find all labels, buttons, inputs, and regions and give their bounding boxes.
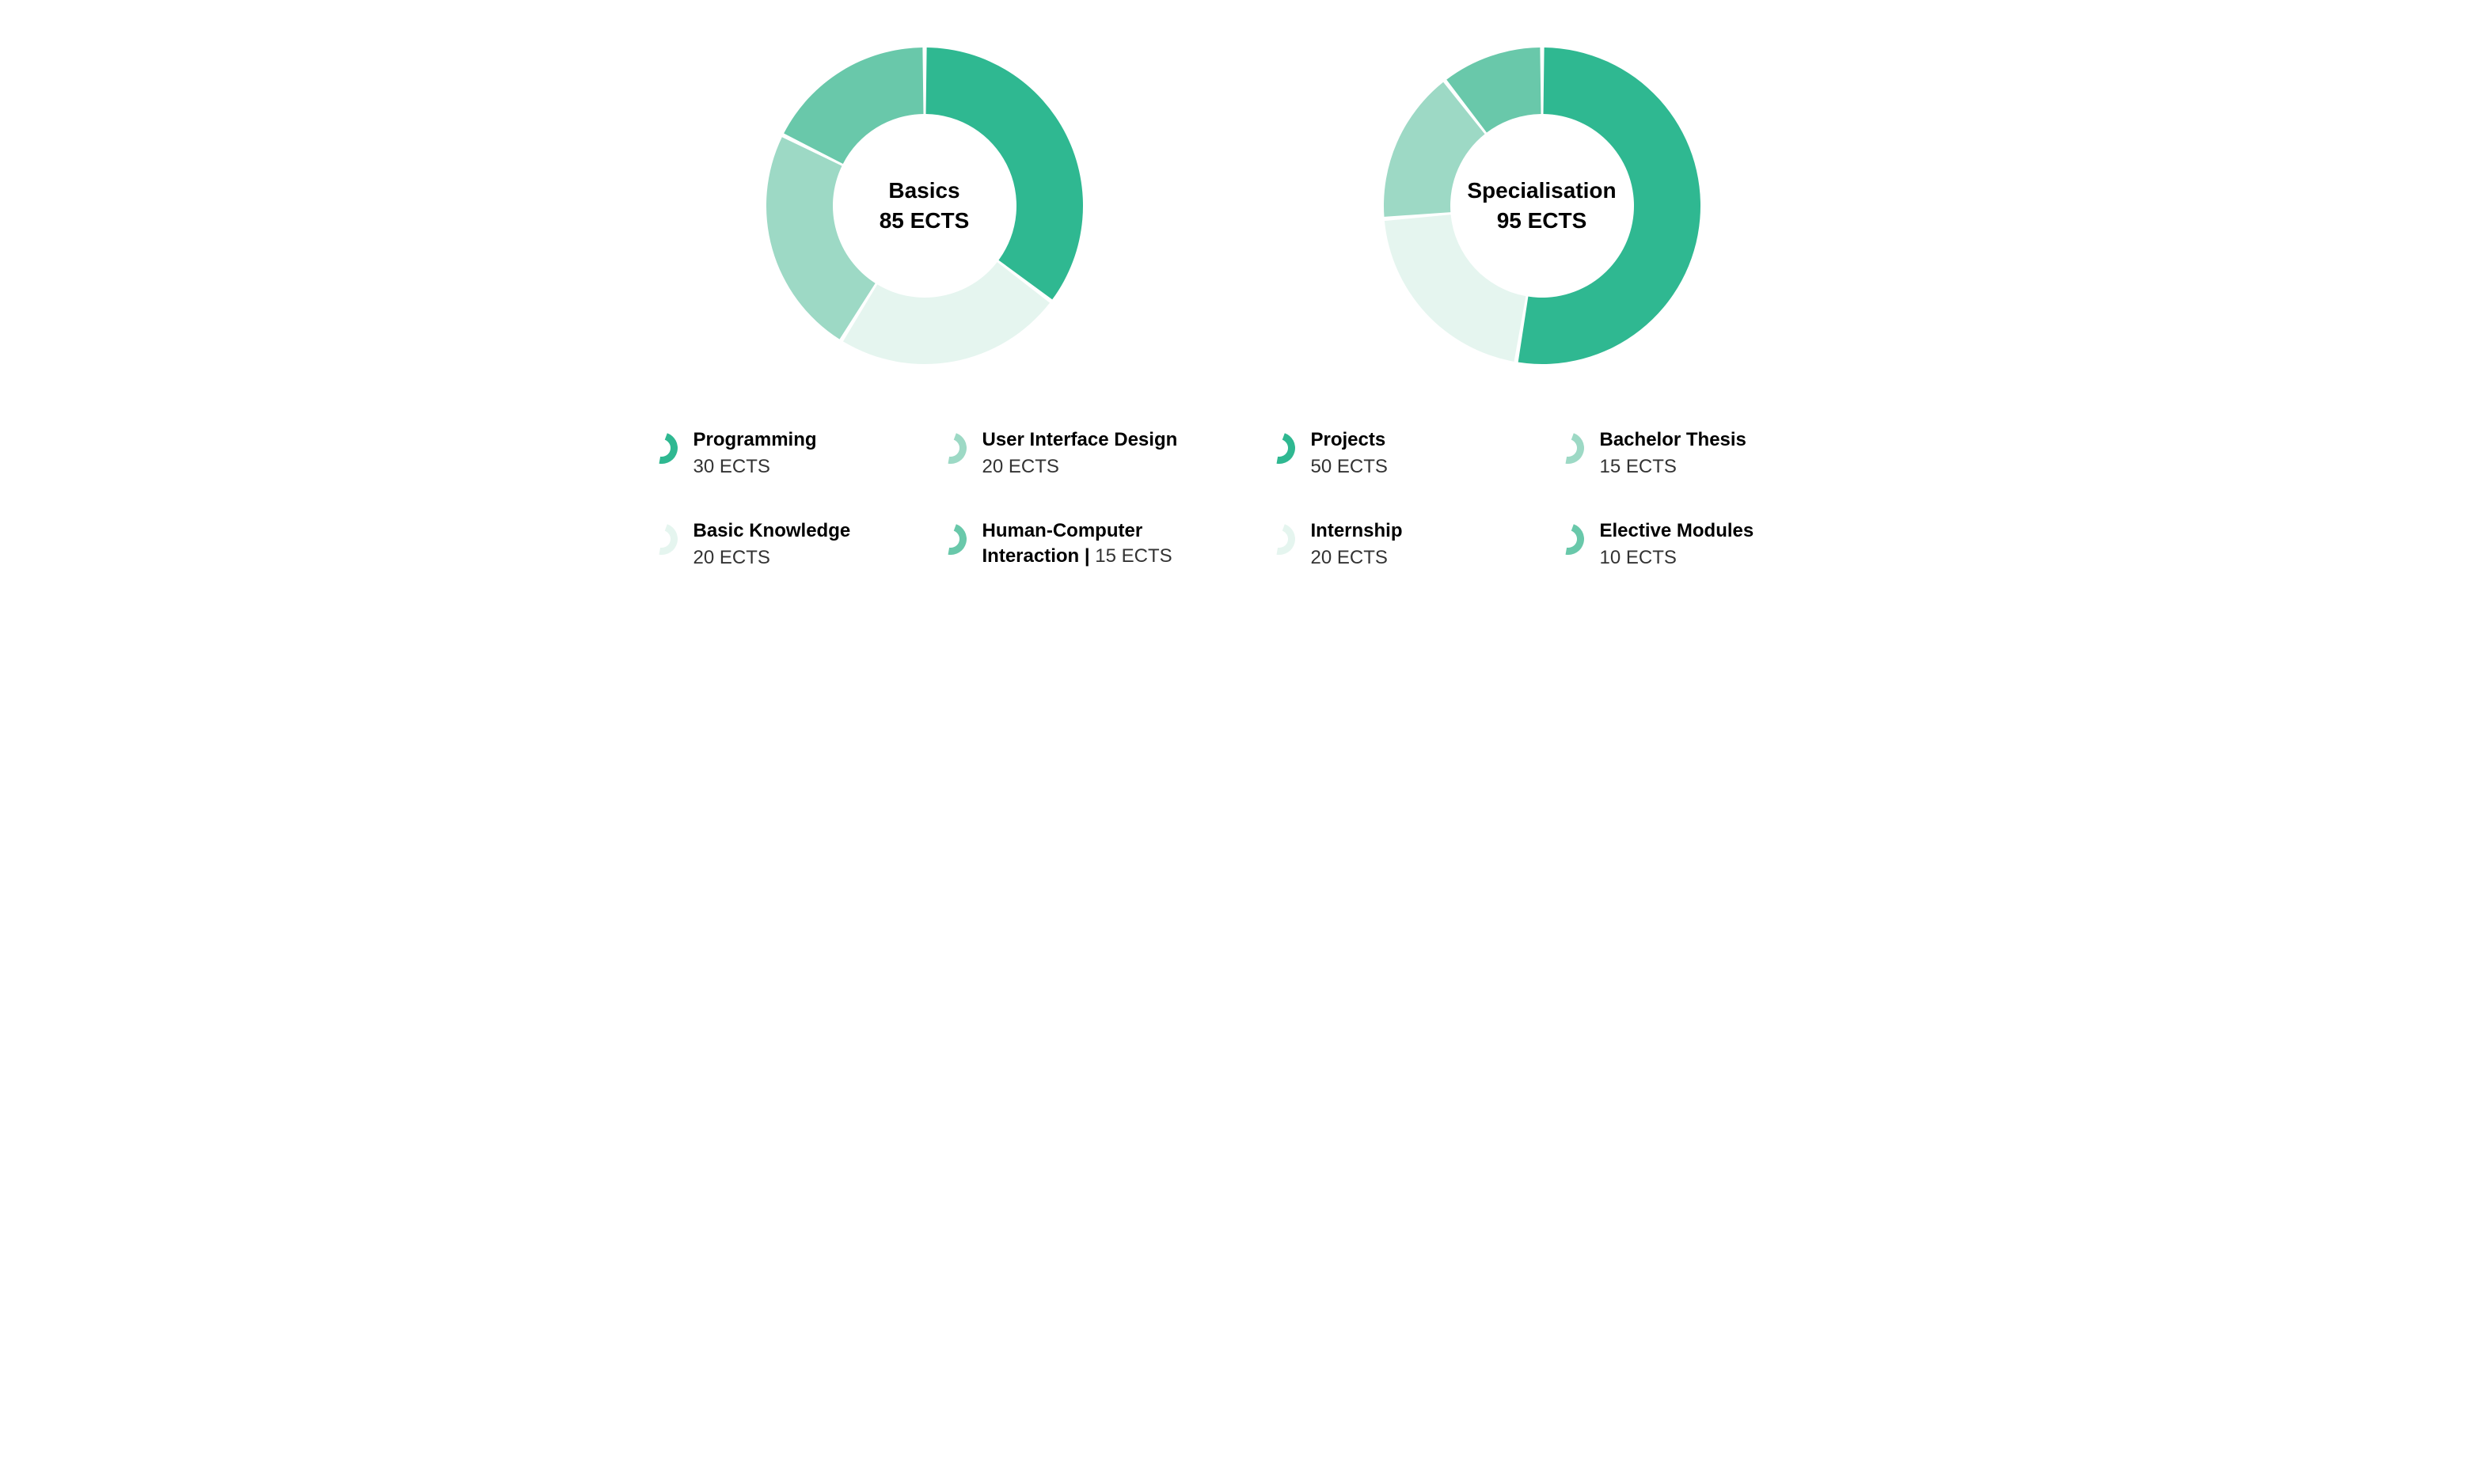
legend-swatch-icon [937, 522, 971, 556]
legend-text: Projects50 ECTS [1311, 427, 1388, 480]
donut-center-label-specialisation: Specialisation 95 ECTS [1368, 32, 1716, 380]
legend-basics: Programming30 ECTSUser Interface Design2… [648, 427, 1202, 571]
charts-row: Basics 85 ECTS Specialisation 95 ECTS [648, 32, 1819, 380]
donut-center-title: Basics [888, 176, 959, 206]
legend-swatch-icon [648, 522, 682, 556]
legend-sub: 30 ECTS [693, 454, 817, 480]
legend-swatch-icon [937, 431, 971, 465]
legend-text: Elective Modules10 ECTS [1600, 518, 1754, 571]
legend-text: Human-Computer Interaction | 15 ECTS [982, 518, 1202, 570]
legend-name: Basic Knowledge [693, 518, 851, 544]
legend-sub: 20 ECTS [982, 454, 1178, 480]
donut-center-label-basics: Basics 85 ECTS [750, 32, 1099, 380]
legend-item: Internship20 ECTS [1265, 518, 1530, 571]
legend-swatch-icon [1265, 431, 1300, 465]
donut-specialisation: Specialisation 95 ECTS [1368, 32, 1716, 380]
legend-specialisation: Projects50 ECTS Bachelor Thesis15 ECTS Int… [1265, 427, 1819, 571]
legend-sub: 50 ECTS [1311, 454, 1388, 480]
chart-block-basics: Basics 85 ECTS [648, 32, 1202, 380]
legend-item: Programming30 ECTS [648, 427, 913, 480]
legend-text: Basic Knowledge20 ECTS [693, 518, 851, 571]
legend-swatch-icon [648, 431, 682, 465]
legend-sub: 10 ECTS [1600, 545, 1754, 571]
legend-swatch-icon [1554, 522, 1589, 556]
chart-block-specialisation: Specialisation 95 ECTS [1265, 32, 1819, 380]
legend-sub: 20 ECTS [693, 545, 851, 571]
legend-swatch-icon [1554, 431, 1589, 465]
legend-item: Basic Knowledge20 ECTS [648, 518, 913, 571]
legend-item: Elective Modules10 ECTS [1554, 518, 1819, 571]
legend-name: Elective Modules [1600, 518, 1754, 544]
legend-item: Bachelor Thesis15 ECTS [1554, 427, 1819, 480]
legend-name: Internship [1311, 518, 1403, 544]
legend-item: Human-Computer Interaction | 15 ECTS [937, 518, 1202, 571]
legend-text: Bachelor Thesis15 ECTS [1600, 427, 1746, 480]
legend-name: Projects [1311, 427, 1388, 453]
donut-center-subtitle: 85 ECTS [880, 206, 970, 236]
legend-item: Projects50 ECTS [1265, 427, 1530, 480]
legend-text: User Interface Design20 ECTS [982, 427, 1178, 480]
legend-sub: 15 ECTS [1600, 454, 1746, 480]
legends-row: Programming30 ECTSUser Interface Design2… [648, 427, 1819, 571]
legend-swatch-icon [1265, 522, 1300, 556]
page-container: Basics 85 ECTS Specialisation 95 ECTS Pr… [648, 32, 1819, 571]
legend-name: Human-Computer Interaction | 15 ECTS [982, 518, 1202, 570]
legend-name: Programming [693, 427, 817, 453]
legend-text: Programming30 ECTS [693, 427, 817, 480]
donut-basics: Basics 85 ECTS [750, 32, 1099, 380]
donut-center-title: Specialisation [1467, 176, 1616, 206]
legend-sub: 20 ECTS [1311, 545, 1403, 571]
legend-name: User Interface Design [982, 427, 1178, 453]
legend-item: User Interface Design20 ECTS [937, 427, 1202, 480]
donut-center-subtitle: 95 ECTS [1497, 206, 1587, 236]
legend-text: Internship20 ECTS [1311, 518, 1403, 571]
legend-name: Bachelor Thesis [1600, 427, 1746, 453]
